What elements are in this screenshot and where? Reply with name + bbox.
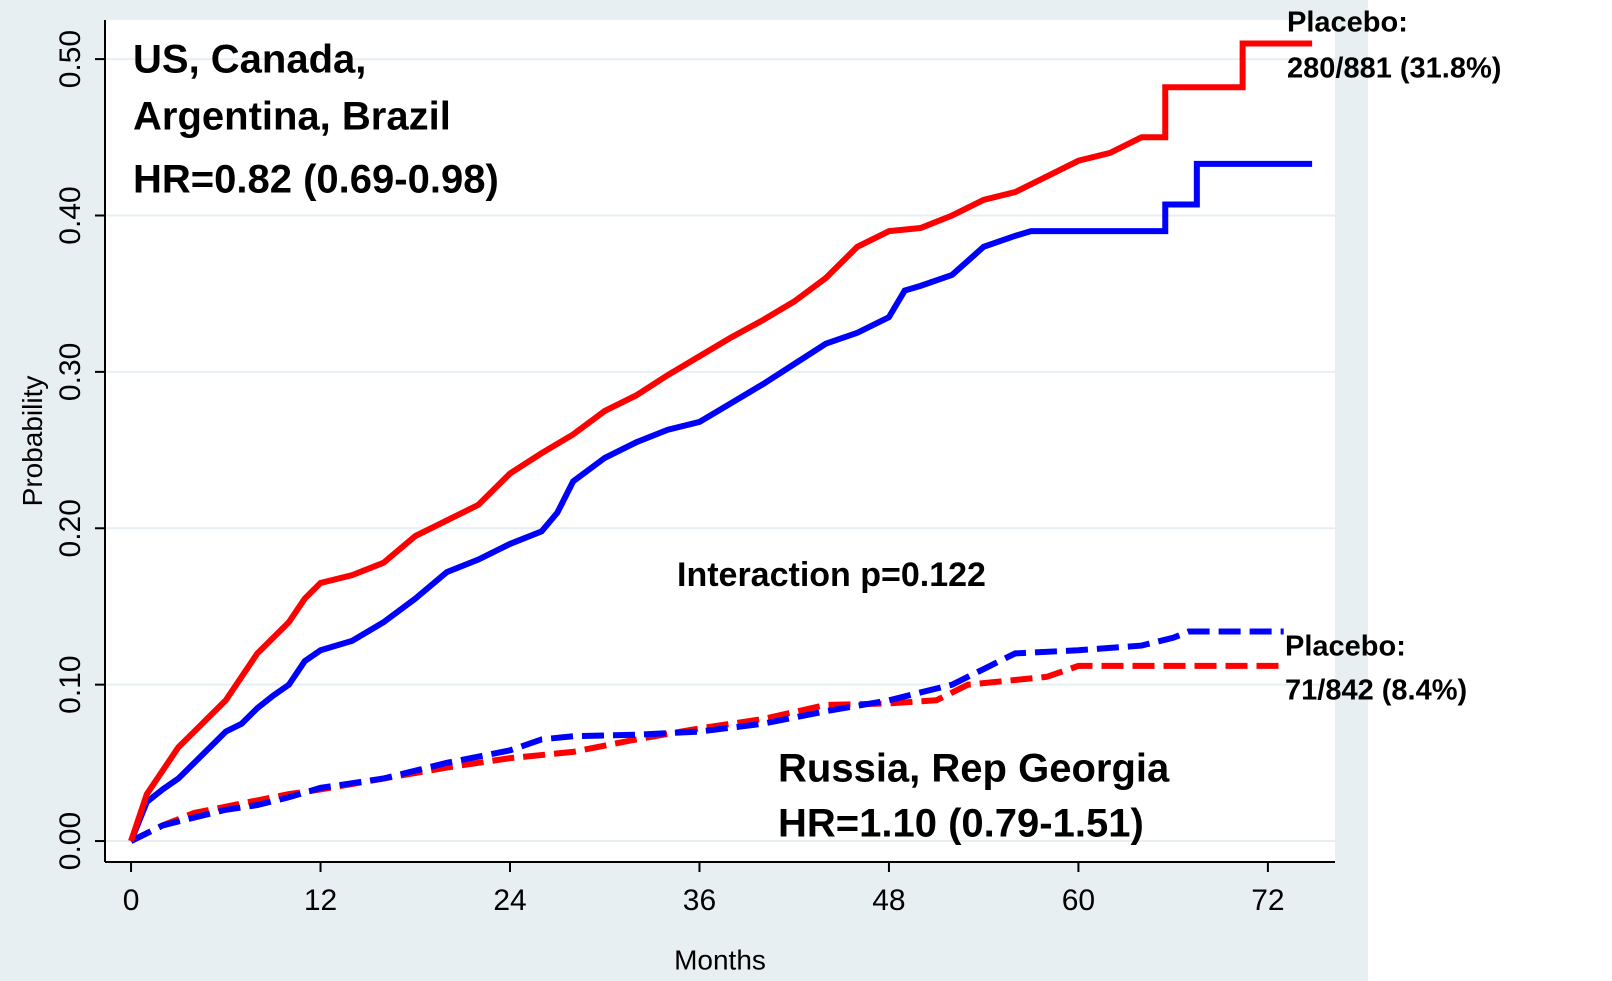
y-tick-label: 0.30: [54, 343, 87, 401]
annotation: HR=0.82 (0.69-0.98): [133, 158, 499, 202]
series-line: [128, 160, 1313, 843]
x-tick-label: 72: [1251, 884, 1284, 917]
x-tick-label: 60: [1062, 884, 1095, 917]
y-tick-label: 0.00: [54, 812, 87, 870]
annotation: 71/842 (8.4%): [1285, 675, 1467, 707]
annotation: HR=1.10 (0.79-1.51): [778, 802, 1144, 846]
x-tick-label: 24: [493, 884, 526, 917]
y-axis-title: Probability: [17, 376, 48, 507]
y-tick-label: 0.40: [54, 186, 87, 244]
y-tick-label: 0.50: [54, 30, 87, 88]
x-tick-label: 0: [123, 884, 140, 917]
x-tick-label: 48: [872, 884, 905, 917]
series-line: [128, 40, 1313, 843]
annotation: Placebo:: [1287, 7, 1408, 39]
annotation: Argentina, Brazil: [133, 95, 451, 139]
series-line: [129, 628, 1284, 844]
plot-area: [105, 20, 1335, 862]
annotation: US, Canada,: [133, 38, 366, 82]
annotation: Placebo:: [1285, 631, 1406, 663]
y-tick-label: 0.20: [54, 499, 87, 557]
annotation: 280/881 (31.8%): [1287, 53, 1501, 85]
series-line: [129, 662, 1284, 844]
y-tick-label: 0.10: [54, 655, 87, 713]
x-tick-label: 12: [304, 884, 337, 917]
x-axis-title: Months: [674, 944, 766, 975]
x-tick-label: 36: [683, 884, 716, 917]
annotation: Interaction p=0.122: [677, 556, 986, 594]
annotation: Russia, Rep Georgia: [778, 747, 1170, 791]
